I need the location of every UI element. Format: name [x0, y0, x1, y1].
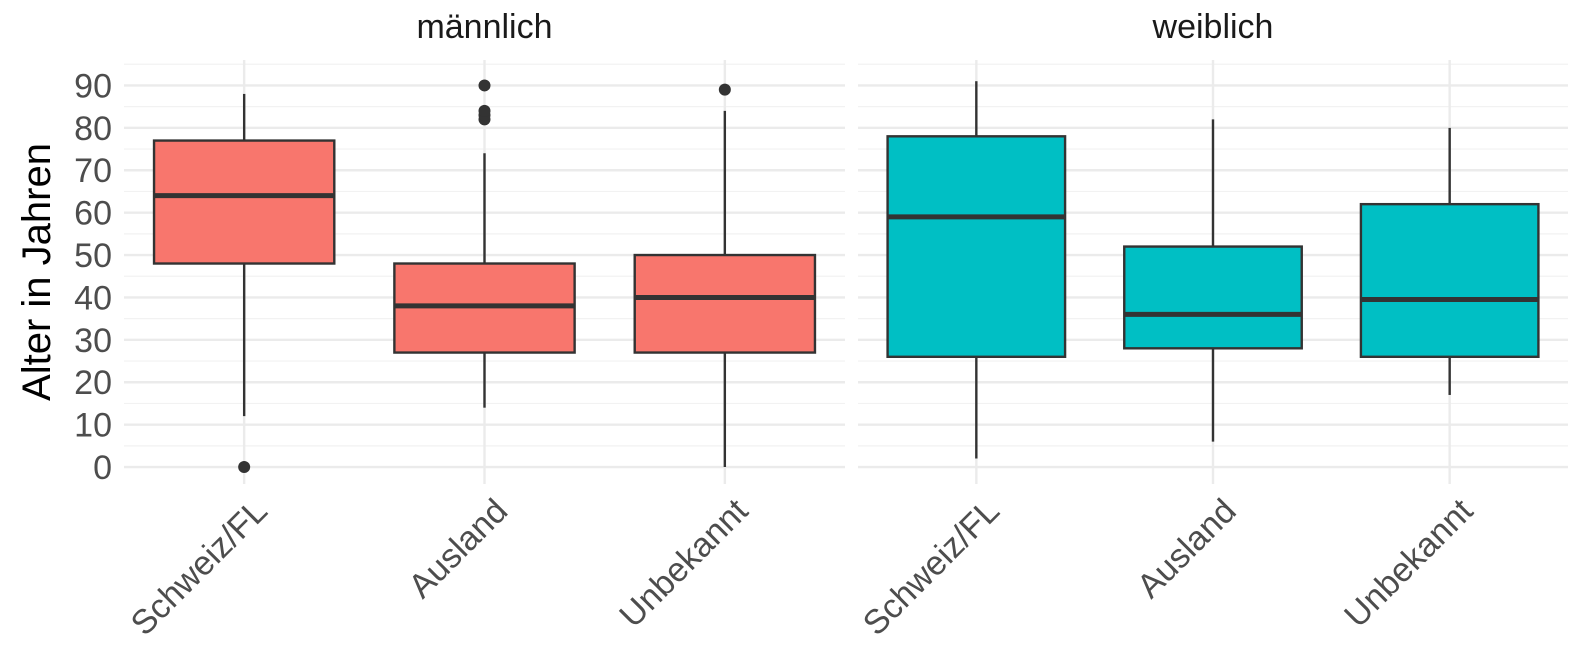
box-männlich-Schweiz/FL — [152, 93, 336, 474]
box-weiblich-Schweiz/FL — [886, 81, 1067, 459]
x-tick-label: Ausland — [401, 492, 515, 606]
x-tick-label: Ausland — [1130, 492, 1244, 606]
box-iqr — [1123, 245, 1303, 350]
y-tick-label: 30 — [74, 322, 112, 360]
y-tick-label: 90 — [74, 67, 112, 105]
facet-title: männlich — [416, 8, 552, 46]
outlier-point — [478, 104, 491, 117]
y-tick-label: 80 — [74, 110, 112, 148]
y-tick-label: 60 — [74, 195, 112, 233]
grid-layer — [124, 60, 1568, 484]
y-axis-label: Alter in Jahren — [15, 143, 59, 401]
outlier-point — [478, 79, 491, 92]
y-tick-label: 20 — [74, 364, 112, 402]
box-layer — [152, 79, 1540, 474]
x-tick-label: Unbekannt — [1337, 491, 1481, 635]
facet-title: weiblich — [1152, 8, 1274, 46]
y-tick-label: 70 — [74, 152, 112, 190]
x-tick-label: Unbekannt — [612, 491, 756, 635]
box-iqr — [886, 135, 1067, 359]
box-iqr — [633, 253, 817, 354]
box-weiblich-Ausland — [1123, 119, 1303, 442]
box-iqr — [152, 139, 336, 265]
y-tick-label: 0 — [93, 449, 112, 487]
x-tick-label: Schweiz/FL — [124, 492, 275, 643]
y-tick-label: 50 — [74, 237, 112, 275]
box-weiblich-Unbekannt — [1359, 127, 1540, 395]
outlier-point — [238, 461, 251, 474]
y-tick-label: 40 — [74, 279, 112, 317]
box-iqr — [1359, 202, 1540, 359]
box-männlich-Ausland — [393, 79, 576, 408]
x-tick-label: Schweiz/FL — [856, 492, 1007, 643]
outlier-point — [718, 83, 731, 96]
y-tick-label: 10 — [74, 407, 112, 445]
box-männlich-Unbekannt — [633, 83, 817, 468]
